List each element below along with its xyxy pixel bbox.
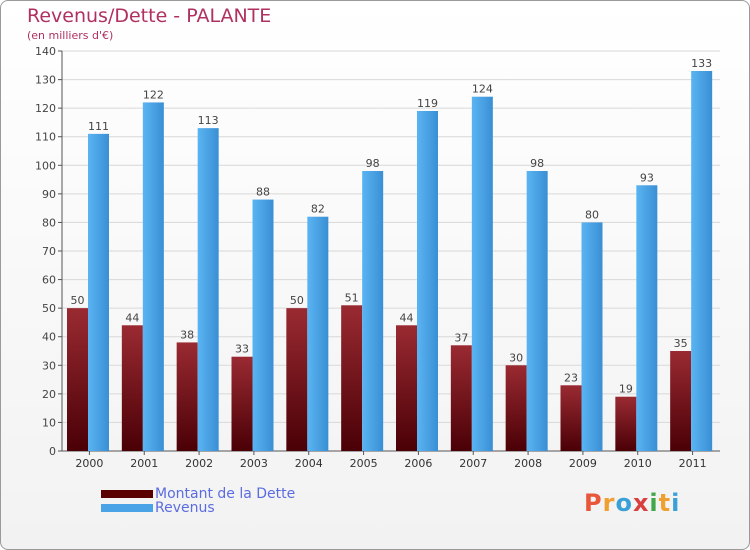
debt-bar [396,325,417,451]
debt-bar-label: 44 [125,311,139,324]
revenue-bar [636,185,658,452]
y-tick-label: 60 [42,274,56,287]
y-tick-label: 20 [42,388,56,401]
revenue-bar-label: 98 [366,157,380,170]
revenue-bar [307,216,329,451]
revenue-bar [526,171,548,451]
debt-bar [286,308,308,451]
y-tick-label: 120 [35,102,56,115]
y-tick-label: 80 [42,216,56,229]
legend-swatch-revenue [101,504,153,512]
revenue-bar-label: 113 [198,114,219,127]
proxiti-logo: Proxiti [584,489,680,517]
legend-item-debt: Montant de la Dette [101,486,296,502]
x-tick-label: 2003 [240,457,268,470]
x-tick-label: 2004 [295,457,323,470]
revenue-bar-label: 133 [691,57,712,70]
revenue-bar [581,222,603,451]
logo-letter: i [671,489,681,517]
debt-bar [231,356,253,451]
revenue-bar [362,171,384,451]
debt-bar-label: 38 [180,328,194,341]
y-tick-label: 140 [35,45,56,58]
debt-bar-label: 50 [71,294,85,307]
x-tick-label: 2000 [75,457,103,470]
debt-bar-label: 37 [454,331,468,344]
x-tick-label: 2002 [185,457,213,470]
debt-bar-label: 33 [235,343,249,356]
y-tick-label: 50 [42,302,56,315]
logo-letter: i [649,489,659,517]
logo-letter: r [602,489,616,517]
revenue-bar [88,133,109,451]
legend-label-debt: Montant de la Dette [155,486,296,502]
y-tick-label: 70 [42,245,56,258]
legend-swatch-debt [101,490,153,498]
y-tick-label: 40 [42,331,56,344]
debt-bar [560,385,582,451]
debt-bar-label: 50 [290,294,304,307]
debt-bar [450,345,472,451]
legend: Montant de la Dette Revenus [101,486,296,516]
revenue-bar-label: 80 [585,208,599,221]
revenue-bar [691,71,713,451]
x-tick-label: 2007 [459,457,487,470]
y-tick-label: 0 [49,445,56,458]
debt-bar [121,325,143,451]
debt-bar [341,305,363,451]
y-tick-label: 10 [42,416,56,429]
x-tick-label: 2001 [130,457,158,470]
revenue-bar [417,111,438,451]
debt-bar-label: 23 [564,371,578,384]
x-tick-label: 2010 [624,457,652,470]
revenue-bar-label: 88 [256,186,270,199]
revenue-bar-label: 119 [417,97,438,110]
debt-bar-label: 44 [400,311,414,324]
revenue-bar [142,102,164,451]
revenue-bar-label: 111 [88,120,109,133]
debt-bar [505,365,527,451]
legend-label-revenue: Revenus [155,500,215,516]
x-tick-label: 2011 [679,457,707,470]
y-tick-label: 30 [42,359,56,372]
y-tick-label: 100 [35,159,56,172]
chart-title: Revenus/Dette - PALANTE [27,5,272,27]
logo-letter: t [658,489,672,517]
revenue-bar-label: 98 [530,157,544,170]
debt-bar-label: 51 [345,291,359,304]
chart-subtitle: (en milliers d'€) [27,29,114,42]
y-tick-label: 130 [35,74,56,87]
revenue-bar-label: 124 [472,83,493,96]
revenue-bar [471,96,493,451]
x-tick-label: 2005 [350,457,378,470]
logo-letter: P [584,489,603,517]
debt-bar [615,396,637,451]
revenue-bar-label: 93 [640,171,654,184]
y-tick-label: 110 [35,131,56,144]
revenue-bar [252,199,274,451]
revenue-bar-label: 122 [143,88,164,101]
debt-bar [67,308,88,451]
logo-letter: o [615,489,633,517]
y-tick-label: 90 [42,188,56,201]
debt-bar-label: 19 [619,383,633,396]
revenue-bar [197,128,219,451]
legend-item-revenue: Revenus [101,500,295,516]
debt-bar [176,342,198,451]
logo-letter: x [632,489,650,517]
x-tick-label: 2008 [514,457,542,470]
x-tick-label: 2009 [569,457,597,470]
debt-bar-label: 35 [674,337,688,350]
debt-bar-label: 30 [509,351,523,364]
x-tick-label: 2006 [404,457,432,470]
revenue-bar-label: 82 [311,203,325,216]
debt-bar [670,351,692,451]
